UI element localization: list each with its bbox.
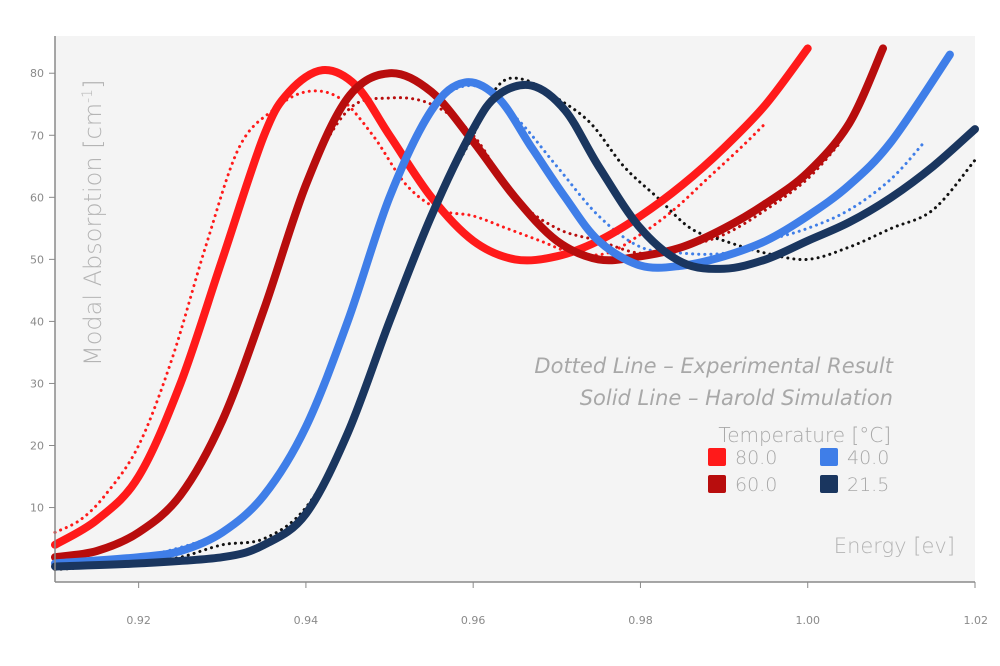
y-tick-label: 40	[30, 315, 44, 328]
y-tick-label: 20	[30, 440, 44, 453]
annotation-experimental: Dotted Line – Experimental Result	[534, 354, 893, 378]
x-tick-label: 1.00	[795, 614, 820, 627]
series-layer	[51, 44, 979, 572]
simulation-line-80-0	[51, 44, 812, 549]
x-tick-label: 0.96	[461, 614, 486, 627]
legend-label: 40.0	[847, 447, 889, 469]
y-ticks: 10 20 30 40 50 60 70 80	[30, 67, 55, 515]
legend-swatch	[820, 475, 838, 493]
y-axis-title-main: Modal Absorption [cm	[79, 103, 107, 366]
x-tick-label: 0.92	[126, 614, 151, 627]
legend: Temperature [°C] 80.0 40.0 60.0 21.5	[708, 423, 891, 496]
y-tick-label: 50	[30, 253, 44, 266]
x-tick-label: 0.94	[294, 614, 319, 627]
y-axis-title-close: ]	[79, 80, 107, 89]
legend-swatch	[820, 448, 838, 466]
y-axis-title: Modal Absorption [cm-1]	[79, 80, 107, 366]
y-tick-label: 70	[30, 129, 44, 142]
simulation-line-21-5	[51, 80, 979, 571]
y-tick-label: 80	[30, 67, 44, 80]
x-axis-title: Energy [ev]	[834, 534, 955, 558]
legend-label: 21.5	[847, 474, 889, 496]
annotation-simulation: Solid Line – Harold Simulation	[580, 386, 893, 410]
simulation-line-60-0	[51, 44, 887, 562]
legend-items: 80.0 40.0 60.0 21.5	[708, 447, 889, 496]
x-tick-label: 1.02	[964, 614, 989, 627]
legend-title: Temperature [°C]	[718, 423, 891, 447]
legend-swatch	[708, 448, 726, 466]
y-tick-label: 30	[30, 377, 44, 390]
y-tick-label: 10	[30, 502, 44, 515]
legend-swatch	[708, 475, 726, 493]
y-axis-title-sup: -1	[80, 89, 96, 103]
x-ticks: 0.92 0.94 0.96 0.98 1.00 1.02	[126, 582, 988, 627]
experimental-line-21-5	[53, 76, 977, 572]
legend-label: 60.0	[735, 474, 777, 496]
y-tick-label: 60	[30, 191, 44, 204]
x-tick-label: 0.98	[628, 614, 653, 627]
legend-label: 80.0	[735, 447, 777, 469]
